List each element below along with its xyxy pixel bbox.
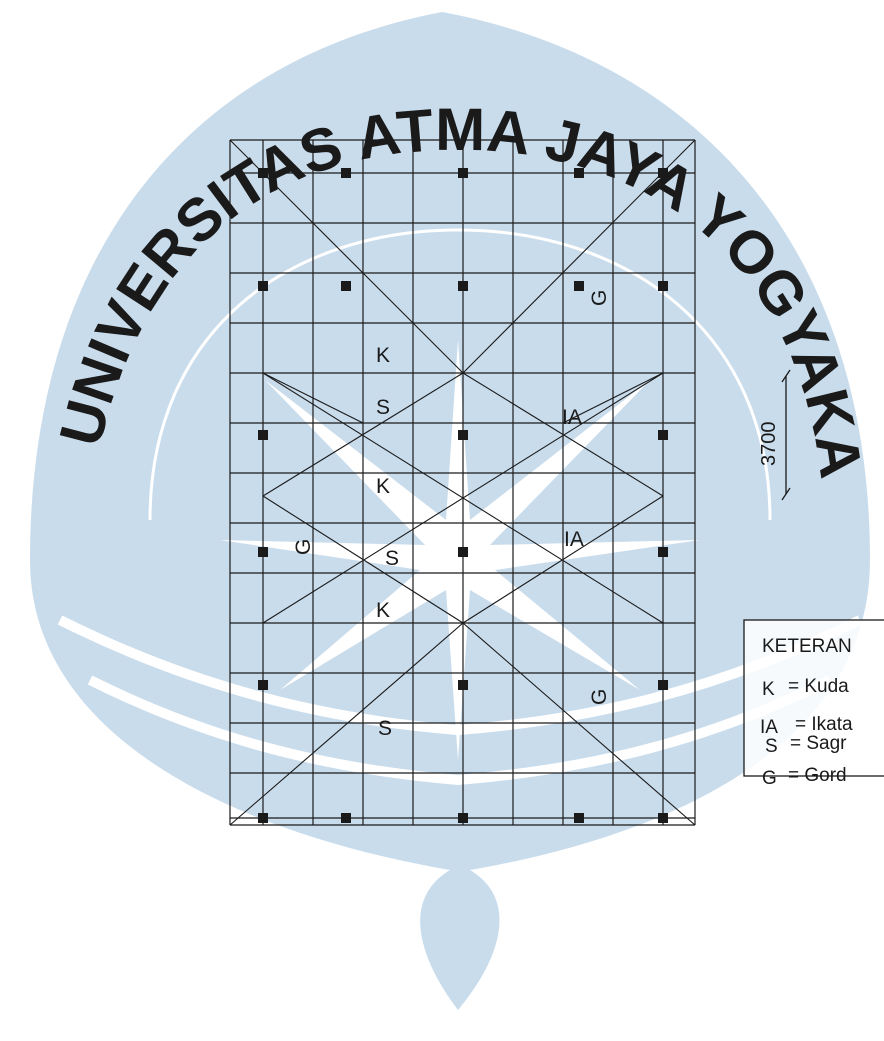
column-marker xyxy=(658,168,668,178)
dimension-annotation: 3700 xyxy=(758,369,791,501)
diagonal-brace-line xyxy=(462,139,696,374)
column-marker xyxy=(258,168,268,178)
legend-text-g: = Gord xyxy=(788,765,847,786)
label-ikatan-angin: IA xyxy=(562,406,582,429)
legend-text-ia: = Ikata xyxy=(795,714,853,735)
column-marker xyxy=(658,813,668,823)
column-marker xyxy=(258,547,268,557)
diagonal-brace-line xyxy=(229,139,464,374)
column-marker xyxy=(258,680,268,690)
legend-text-s: = Sagr xyxy=(790,733,847,754)
diagonal-brace-line xyxy=(262,495,464,624)
column-marker xyxy=(574,813,584,823)
column-marker xyxy=(458,547,468,557)
column-marker xyxy=(458,813,468,823)
legend-symbol-k: K xyxy=(762,679,775,700)
member-labels: K S IA G K G S IA K G S xyxy=(292,290,611,740)
legend-title: KETERAN xyxy=(762,636,852,657)
label-gording: G xyxy=(588,290,611,306)
diagonal-brace-line xyxy=(262,372,464,497)
roof-diagonals xyxy=(229,139,696,826)
diagonal-brace-line xyxy=(562,372,664,424)
legend-symbol-s: S xyxy=(765,736,778,757)
legend-frame xyxy=(743,619,884,777)
column-marker xyxy=(458,430,468,440)
label-kuda-kuda: K xyxy=(376,475,390,498)
label-gording: G xyxy=(588,689,611,705)
diagonal-brace-line xyxy=(229,622,464,826)
column-markers xyxy=(258,168,668,823)
diagonal-brace-line xyxy=(462,622,696,826)
column-marker xyxy=(258,281,268,291)
legend-symbol-g: G xyxy=(762,768,777,789)
label-kuda-kuda: K xyxy=(376,344,390,367)
label-ikatan-angin: IA xyxy=(564,528,584,551)
diagonal-brace-line xyxy=(462,372,664,497)
label-gording: G xyxy=(292,539,315,555)
column-marker xyxy=(458,168,468,178)
column-marker xyxy=(458,680,468,690)
label-sagrod: S xyxy=(385,547,399,570)
dimension-tick xyxy=(781,487,791,501)
diagonal-brace-line xyxy=(262,372,364,424)
column-marker xyxy=(658,430,668,440)
label-sagrod: S xyxy=(376,396,390,419)
watermark-logo: UNIVERSITAS ATMA JAYA YOGYAKARTA xyxy=(0,0,875,1010)
legend-text-k: = Kuda xyxy=(788,676,849,697)
column-marker xyxy=(341,281,351,291)
watermark-book-band xyxy=(57,615,863,736)
roof-grid xyxy=(229,139,696,826)
dimension-value: 3700 xyxy=(758,422,780,467)
column-marker xyxy=(258,430,268,440)
watermark-inner-ring xyxy=(148,228,772,521)
legend-box: KETERAN K = Kuda IA = Ikata S = Sagr G =… xyxy=(743,619,884,789)
label-kuda-kuda: K xyxy=(376,599,390,622)
column-marker xyxy=(658,680,668,690)
column-marker xyxy=(341,168,351,178)
column-marker xyxy=(458,281,468,291)
diagonal-brace-line xyxy=(462,495,664,624)
column-marker xyxy=(574,168,584,178)
watermark-book-band xyxy=(87,675,833,786)
column-marker xyxy=(574,281,584,291)
dimension-tick xyxy=(781,369,791,383)
column-marker xyxy=(658,281,668,291)
diagonal-brace-line xyxy=(262,372,664,624)
column-marker xyxy=(341,813,351,823)
column-marker xyxy=(658,547,668,557)
column-marker xyxy=(258,813,268,823)
label-sagrod: S xyxy=(378,717,392,740)
legend-symbol-ia: IA xyxy=(760,717,778,738)
